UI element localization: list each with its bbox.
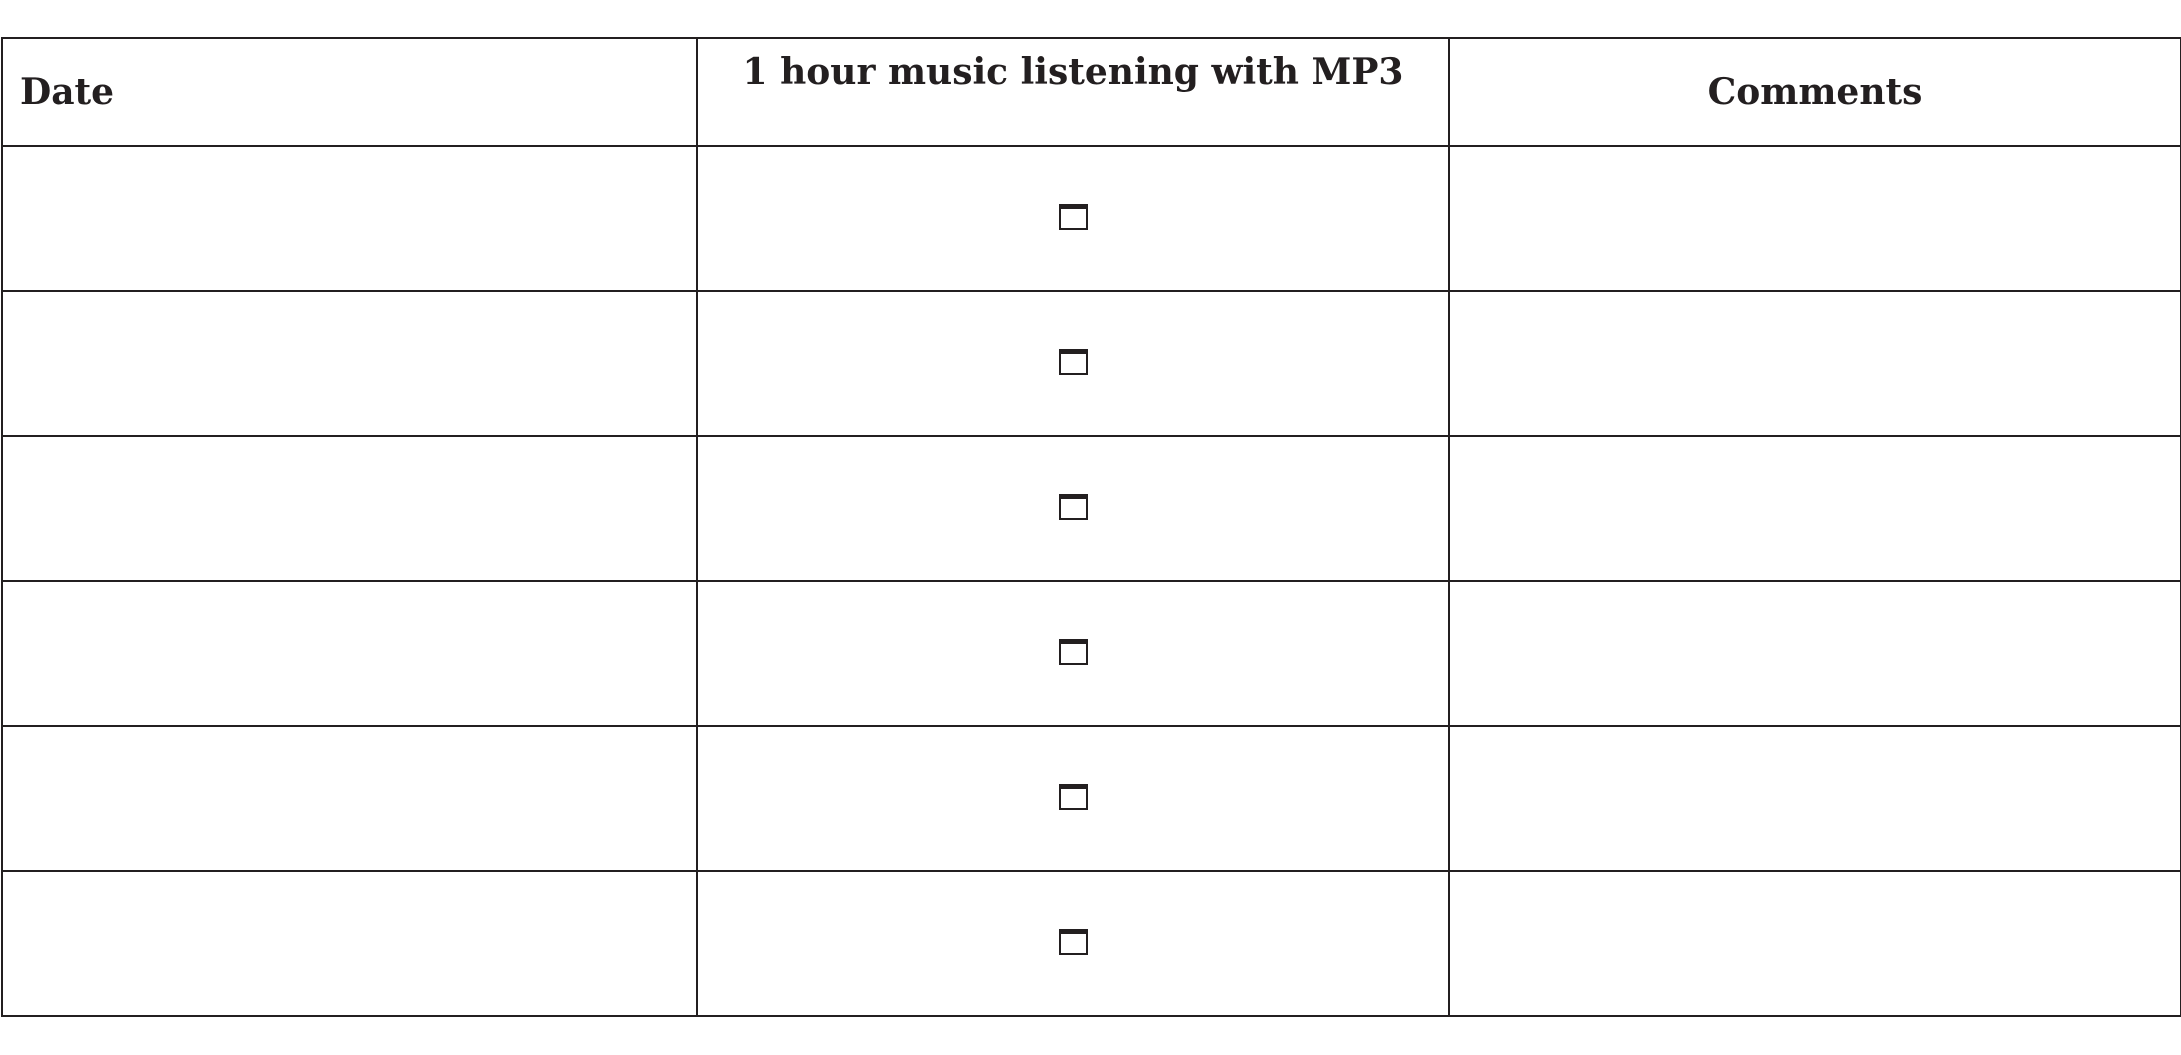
listening-log-table: Date 1 hour music listening with MP3 Com…: [1, 37, 2181, 1017]
header-comments: Comments: [1448, 37, 2181, 147]
table-row: [1, 580, 2181, 727]
checkbox-icon[interactable]: [1058, 348, 1088, 375]
header-date: Date: [1, 37, 698, 147]
table-row: [1, 870, 2181, 1017]
table-row: [1, 725, 2181, 872]
comment-cell[interactable]: [1448, 435, 2181, 582]
date-cell[interactable]: [1, 290, 698, 437]
date-cell[interactable]: [1, 435, 698, 582]
comment-cell[interactable]: [1448, 870, 2181, 1017]
checkbox-cell: [696, 290, 1450, 437]
comment-cell[interactable]: [1448, 290, 2181, 437]
comment-cell[interactable]: [1448, 725, 2181, 872]
date-cell[interactable]: [1, 725, 698, 872]
checkbox-icon[interactable]: [1058, 203, 1088, 230]
date-cell[interactable]: [1, 870, 698, 1017]
header-activity: 1 hour music listening with MP3: [696, 37, 1450, 147]
checkbox-cell: [696, 435, 1450, 582]
comment-cell[interactable]: [1448, 145, 2181, 292]
table-row: [1, 290, 2181, 437]
checkbox-icon[interactable]: [1058, 493, 1088, 520]
checkbox-cell: [696, 145, 1450, 292]
checkbox-cell: [696, 725, 1450, 872]
table-row: [1, 145, 2181, 292]
checkbox-icon[interactable]: [1058, 638, 1088, 665]
date-cell[interactable]: [1, 145, 698, 292]
comment-cell[interactable]: [1448, 580, 2181, 727]
date-cell[interactable]: [1, 580, 698, 727]
table-row: [1, 435, 2181, 582]
checkbox-icon[interactable]: [1058, 928, 1088, 955]
header-row: Date 1 hour music listening with MP3 Com…: [1, 37, 2181, 147]
checkbox-cell: [696, 580, 1450, 727]
checkbox-cell: [696, 870, 1450, 1017]
checkbox-icon[interactable]: [1058, 783, 1088, 810]
